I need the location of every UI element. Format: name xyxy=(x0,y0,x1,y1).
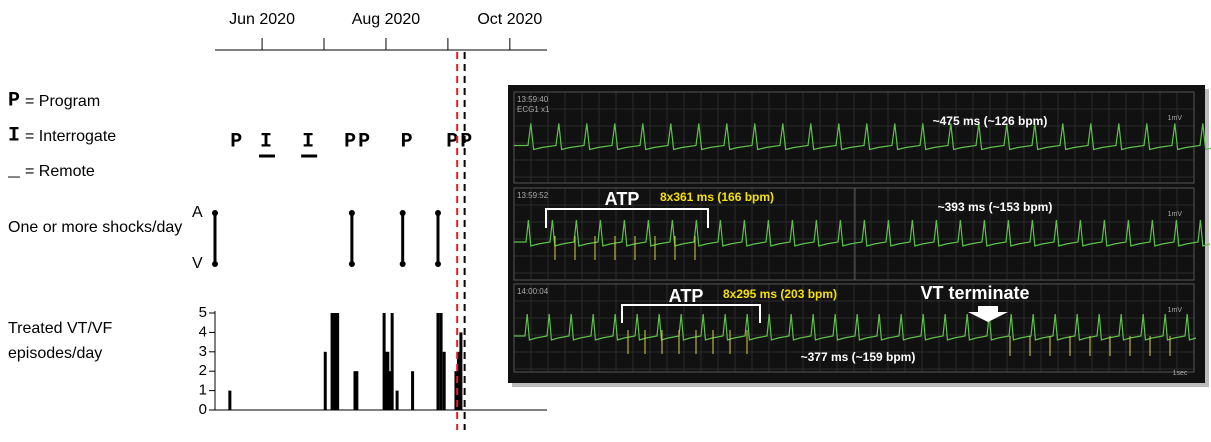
bar xyxy=(228,390,232,410)
legend-symbol: _ xyxy=(7,159,21,182)
ecg-scale: 1mV xyxy=(1168,115,1183,122)
shock-dot xyxy=(434,210,441,216)
ecg-annotation: ~377 ms (~159 bpm) xyxy=(801,350,916,364)
ecg-annotation: ~475 ms (~126 bpm) xyxy=(933,114,1048,128)
shocks-v: V xyxy=(192,255,203,272)
ecg-annotation: VT terminate xyxy=(920,283,1029,303)
bar xyxy=(436,313,440,410)
shock-dot xyxy=(212,210,218,216)
y-tick-label: 1 xyxy=(199,382,207,399)
y-tick-label: 0 xyxy=(199,401,207,418)
event-label: P xyxy=(230,130,244,153)
legend-text: = Interrogate xyxy=(25,128,116,145)
bar xyxy=(353,371,357,410)
bar xyxy=(411,371,415,410)
ecg-annotation: ATP xyxy=(605,189,640,209)
shock-dot xyxy=(399,210,406,216)
bar xyxy=(355,371,359,410)
bar xyxy=(388,371,392,410)
event-label: PP xyxy=(344,130,372,153)
bar xyxy=(442,351,446,410)
shock-dot xyxy=(348,261,355,267)
ecg-trace xyxy=(514,123,1211,151)
event-label: I xyxy=(260,130,274,153)
x-tick-label: Aug 2020 xyxy=(352,11,421,28)
legend-text: = Remote xyxy=(25,163,95,180)
legend-text: = Program xyxy=(25,93,100,110)
shock-dot xyxy=(348,210,355,216)
bar xyxy=(456,351,460,410)
y-tick-label: 2 xyxy=(199,362,207,379)
bar xyxy=(384,351,388,410)
ecg-scale: 1mV xyxy=(1168,307,1183,314)
bar xyxy=(386,351,390,410)
x-tick-label: Oct 2020 xyxy=(477,11,542,28)
ecg-strip: 13:59:52 1mV ATP 8x361 ms (166 bpm) ~393 ms … xyxy=(513,187,1211,281)
ecg-strip: 14:00:04 1mV ATP 8x295 ms (203 bpm) VT termi… xyxy=(513,283,1197,373)
bar xyxy=(330,313,334,410)
ecg-time: 13:59:52 xyxy=(517,191,549,200)
episodes-label: Treated VT/VF xyxy=(8,320,113,337)
x-tick-label: Jun 2020 xyxy=(229,11,295,28)
event-label: I xyxy=(302,130,316,153)
ecg-time: 13:59:40 xyxy=(517,95,549,104)
shock-dot xyxy=(212,261,218,267)
ecg-scale: 1mV xyxy=(1168,211,1183,218)
ecg-time: 14:00:04 xyxy=(517,287,549,296)
y-tick-label: 4 xyxy=(199,323,207,340)
episodes-label: episodes/day xyxy=(8,345,102,362)
bar xyxy=(332,313,336,410)
legend-symbol: I xyxy=(8,124,20,147)
ecg-border xyxy=(513,187,1195,281)
ecg-trace xyxy=(514,313,1197,341)
bar xyxy=(454,371,458,410)
bar xyxy=(459,332,463,410)
event-label: P xyxy=(401,130,415,153)
shocks-a: A xyxy=(192,204,203,221)
shocks-label: One or more shocks/day xyxy=(8,219,182,236)
vt-arrow xyxy=(968,306,1008,322)
shock-dot xyxy=(399,261,406,267)
bar xyxy=(390,313,394,410)
ecg-time-scale: 1sec xyxy=(1173,370,1188,377)
y-tick-label: 5 xyxy=(199,304,207,321)
shock-dot xyxy=(434,261,441,267)
legend-symbol: P xyxy=(8,89,20,112)
atp-bracket xyxy=(545,208,709,228)
bar xyxy=(395,390,399,410)
ecg-annotation: 8x295 ms (203 bpm) xyxy=(723,287,837,301)
bar xyxy=(439,313,443,410)
bar xyxy=(334,313,338,410)
ecg-lead: ECG1 x1 xyxy=(517,105,550,114)
event-label: PP xyxy=(446,130,474,153)
atp-bracket xyxy=(621,304,761,323)
ecg-border xyxy=(513,283,1195,373)
bar xyxy=(323,351,327,410)
ecg-annotation: ~393 ms (~153 bpm) xyxy=(938,200,1053,214)
ecg-border xyxy=(513,91,1195,184)
ecg-panel xyxy=(508,85,1205,383)
ecg-annotation: 8x361 ms (166 bpm) xyxy=(660,190,774,204)
bar xyxy=(382,313,386,410)
ecg-annotation: ATP xyxy=(669,286,704,306)
ecg-trace xyxy=(514,219,1211,247)
bar xyxy=(336,313,340,410)
y-tick-label: 3 xyxy=(199,343,207,360)
